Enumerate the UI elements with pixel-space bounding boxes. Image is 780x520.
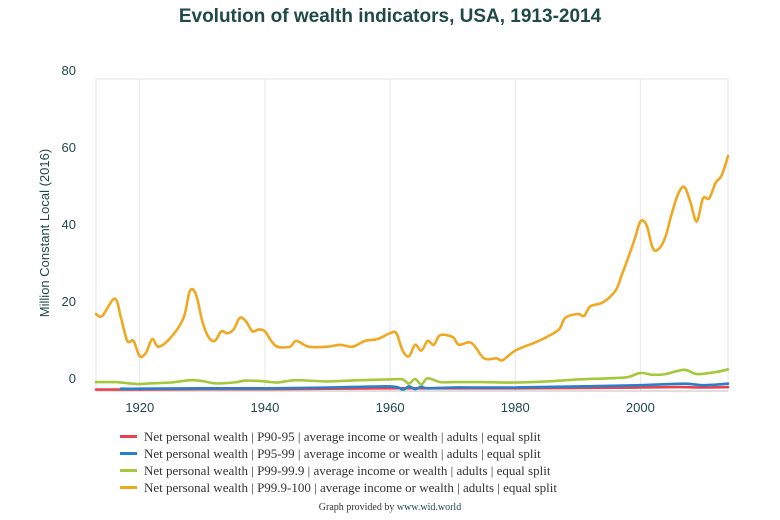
credit-line: Graph provided by www.wid.world — [0, 502, 780, 513]
chart-title: Evolution of wealth indicators, USA, 191… — [178, 6, 602, 27]
legend-swatch-p99-9-100 — [120, 486, 137, 489]
y-tick-label: 80 — [62, 63, 76, 78]
y-tick-label: 0 — [69, 371, 76, 386]
credit-prefix: Graph provided by — [318, 502, 397, 513]
line-chart: 0 20 40 60 80 1920 1940 1960 1980 2000 Million C… — [37, 63, 730, 415]
legend-label: Net personal wealth | P95-99 | average i… — [144, 445, 541, 461]
legend-item[interactable]: Net personal wealth | P95-99 | average i… — [120, 445, 557, 462]
legend-label: Net personal wealth | P90-95 | average i… — [144, 428, 541, 444]
legend-label: Net personal wealth | P99.9-100 | averag… — [144, 479, 557, 495]
series-p99-9-100[interactable] — [94, 154, 730, 362]
x-tick-label: 1980 — [501, 400, 530, 415]
legend: Net personal wealth | P90-95 | average i… — [120, 428, 557, 496]
series-p99-99-9[interactable] — [94, 368, 730, 386]
x-tick-label: 1920 — [125, 400, 154, 415]
legend-item[interactable]: Net personal wealth | P99-99.9 | average… — [120, 462, 557, 479]
legend-item[interactable]: Net personal wealth | P99.9-100 | averag… — [120, 479, 557, 496]
y-tick-label: 60 — [62, 140, 76, 155]
legend-item[interactable]: Net personal wealth | P90-95 | average i… — [120, 428, 557, 445]
series-lines — [94, 154, 730, 391]
plot-frame — [95, 78, 729, 392]
y-tick-labels: 0 20 40 60 80 — [62, 63, 76, 386]
legend-swatch-p95-99 — [120, 452, 137, 455]
x-tick-labels: 1920 1940 1960 1980 2000 — [125, 400, 655, 415]
x-tick-label: 2000 — [626, 400, 655, 415]
y-axis-label: Million Constant Local (2016) — [37, 149, 52, 317]
series-p95-99[interactable] — [119, 382, 730, 391]
grid — [95, 78, 729, 392]
legend-swatch-p90-95 — [120, 435, 137, 438]
x-tick-label: 1960 — [376, 400, 405, 415]
x-tick-label: 1940 — [250, 400, 279, 415]
y-tick-label: 40 — [62, 217, 76, 232]
y-tick-label: 20 — [62, 294, 76, 309]
legend-swatch-p99-99-9 — [120, 469, 137, 472]
credit-link[interactable]: www.wid.world — [396, 502, 462, 513]
legend-label: Net personal wealth | P99-99.9 | average… — [144, 462, 551, 478]
